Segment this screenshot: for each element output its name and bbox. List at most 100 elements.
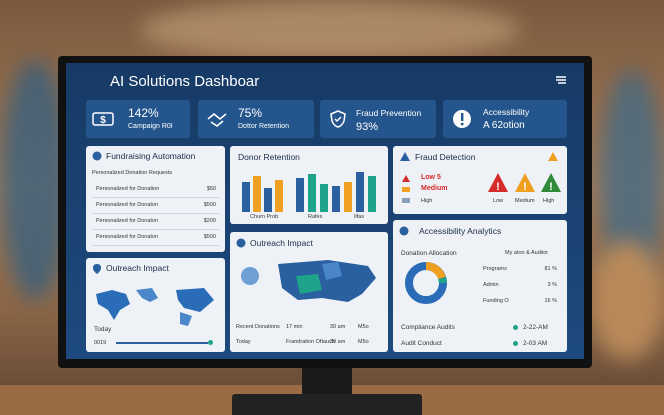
note: My aton & Audiior <box>505 250 549 256</box>
screen: AI Solutions Dashboar $ 142% Campaign R0… <box>66 63 584 359</box>
bg-box <box>590 240 664 360</box>
graphic <box>322 262 342 280</box>
stand-base <box>232 394 422 415</box>
legend-label: High <box>421 198 433 204</box>
graphic <box>296 178 304 212</box>
fraud-panel: Fraud Detection Low 5 Medium High !!! Lo… <box>393 146 567 214</box>
graphic <box>332 186 340 212</box>
row-label: Personalized for Donaton <box>96 234 159 240</box>
graphic: $ <box>100 115 106 126</box>
icon <box>236 238 246 248</box>
graphic <box>488 173 508 192</box>
x-label: Ilfas <box>354 214 365 220</box>
panel-title: Accessibility Analytics <box>419 226 502 236</box>
graphic: ! <box>496 181 500 193</box>
row-label: Audit Conduct <box>401 340 442 347</box>
icon <box>453 110 471 128</box>
row-label: Personalized for Donaton <box>96 218 159 224</box>
legend-swatches <box>402 175 410 203</box>
title: AI Solutions Dashboar <box>110 73 260 90</box>
graphic <box>460 122 464 126</box>
graphic <box>402 175 410 182</box>
kpi-card: 75% Dottor Retention <box>198 100 314 138</box>
graphic <box>402 187 410 192</box>
graphic: !!! <box>496 181 553 193</box>
graphic <box>136 288 158 302</box>
row-value: $50 <box>206 186 216 192</box>
icon: $ <box>92 112 114 126</box>
panel-title: Fraud Detection <box>415 152 476 162</box>
donor-panel: Donor Retention Churn Prob Rafes Ilfas <box>230 146 388 224</box>
graphic <box>330 110 346 128</box>
stand-neck <box>302 366 352 396</box>
kpi-card: Accessibility A 62otion <box>443 100 567 138</box>
graphic <box>242 182 250 212</box>
graphic <box>515 173 535 192</box>
kpi-value: Accessibility <box>483 107 530 117</box>
row-cell: 30 am <box>330 339 346 345</box>
level-label: Medium <box>515 198 535 204</box>
bars-graphic <box>242 172 376 212</box>
row-divider <box>92 213 219 214</box>
status-dot <box>513 325 518 330</box>
graphic <box>93 264 101 274</box>
kpi-label: Campaign R0I <box>128 123 173 130</box>
graphic <box>425 262 446 280</box>
row-label: Personalized for Donation <box>96 186 160 192</box>
graphic <box>461 113 464 121</box>
row-label: Personalized for Donaton <box>96 202 159 208</box>
progress-dot <box>208 340 213 345</box>
kpi-card: $ 142% Campaign R0I <box>86 100 190 138</box>
graphic <box>308 174 376 212</box>
graphic <box>438 276 447 284</box>
row-cell: M5o <box>358 339 369 345</box>
icon <box>400 152 410 161</box>
graphic <box>96 290 130 320</box>
graphic <box>236 238 246 248</box>
row-value: 3 % <box>547 282 557 288</box>
graphic <box>344 182 352 212</box>
graphic <box>548 152 558 161</box>
row-cell: Frandration Oftauch <box>286 339 335 345</box>
graphic <box>400 152 410 161</box>
row-value: $500 <box>203 234 216 240</box>
graphic <box>275 180 283 212</box>
accessibility-panel: Accessibility Analytics Donation Allocat… <box>393 220 567 352</box>
row-value: 81 % <box>544 266 557 272</box>
menu-icon <box>556 76 566 84</box>
graphic <box>180 312 192 326</box>
footer: 0019 <box>94 340 107 346</box>
outreach-panel: Outreach Impact Recent Donations 17 min 30… <box>230 232 388 352</box>
panel-title: Donor Retention <box>238 152 300 162</box>
row-divider <box>92 245 219 246</box>
fundraising-panel: Fundraising Automation Personalized Dona… <box>86 146 225 252</box>
donut <box>405 262 447 304</box>
x-label: Rafes <box>308 214 323 220</box>
row-divider <box>92 229 219 230</box>
graphic <box>320 184 328 212</box>
warn-icon <box>548 152 558 161</box>
row-label: Funding O <box>483 298 509 304</box>
kpi-value: 75% <box>238 106 263 120</box>
subtitle: Donation Allocation <box>401 250 457 257</box>
graphic <box>356 172 364 212</box>
world-map <box>96 288 214 326</box>
row-value: 16 % <box>544 298 557 304</box>
graphic <box>308 174 316 212</box>
icon <box>93 264 101 274</box>
level-label: High <box>543 198 555 204</box>
graphic: ! <box>523 181 527 193</box>
us-map <box>241 260 376 302</box>
row-cell: Recent Donations <box>236 324 280 330</box>
legend-label: Medium <box>421 185 448 192</box>
panel-title: Fundraising Automation <box>106 151 196 161</box>
subtitle: Personalized Donation Requests <box>92 170 173 176</box>
graphic <box>92 112 114 126</box>
graphic <box>541 173 561 192</box>
graphic <box>399 226 409 236</box>
kpi-label: A 62otion <box>483 120 525 131</box>
graphic <box>296 274 322 294</box>
row-value: $500 <box>203 202 216 208</box>
icon <box>399 226 409 236</box>
alert-triangles: !!! <box>488 173 561 193</box>
